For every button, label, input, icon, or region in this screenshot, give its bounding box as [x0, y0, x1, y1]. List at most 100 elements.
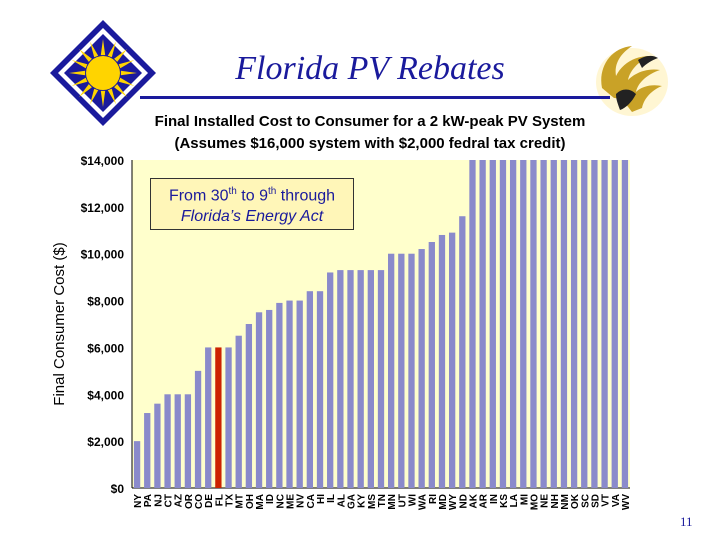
x-tick-label: MI [519, 494, 530, 505]
bar-chart: Final Installed Cost to Consumer for a 2… [51, 113, 632, 510]
x-tick-label: AZ [174, 494, 185, 507]
x-tick-label: CA [306, 494, 317, 508]
x-tick-label: TN [377, 494, 388, 507]
bar-wa [418, 249, 425, 488]
x-tick-label: NE [540, 494, 551, 508]
bar-pa [144, 413, 151, 488]
x-tick-label: MN [387, 494, 398, 510]
bar-ks [499, 160, 507, 488]
energy-act-callout: From 30th to 9th through Florida’s Energ… [150, 178, 354, 230]
x-tick-label: IN [489, 494, 500, 504]
y-tick-label: $4,000 [87, 388, 124, 402]
x-tick-label: WA [418, 494, 429, 510]
bar-ri [428, 242, 435, 488]
slide-title: Florida PV Rebates [235, 50, 505, 87]
sun-emblem-logo [50, 20, 156, 126]
x-tick-label: OR [184, 493, 195, 509]
bar-nv [296, 300, 303, 488]
x-tick-label: SD [590, 494, 601, 508]
bar-la [509, 160, 517, 488]
x-tick-label: LA [509, 494, 520, 507]
sun-ray [100, 39, 106, 56]
bar-vt [601, 160, 608, 488]
x-tick-label: NC [275, 494, 286, 508]
bar-ne [540, 160, 547, 488]
sun-ray [90, 88, 99, 105]
sun-ray [107, 41, 116, 58]
bar-wv [621, 160, 629, 488]
bar-md [438, 234, 446, 488]
bar-me [286, 300, 293, 488]
x-tick-label: GA [347, 494, 358, 509]
bars [133, 160, 629, 488]
bar-ny [133, 441, 141, 488]
y-tick-labels: $0 $2,000 $4,000 $6,000 $8,000 $10,000 $12,000… [81, 154, 125, 496]
bar-mt [235, 335, 242, 488]
x-tick-label: NM [560, 494, 571, 510]
bar-sd [591, 160, 598, 488]
x-tick-label: ME [286, 494, 297, 509]
callout-text-c: through [276, 187, 336, 205]
callout-line-2: Florida’s Energy Act [180, 208, 324, 226]
x-tick-label: KS [499, 494, 510, 508]
bar-nh [550, 160, 557, 488]
x-tick-label: OH [245, 494, 256, 509]
bar-wy [448, 232, 456, 488]
sun-ray [100, 90, 106, 107]
sun-ray [79, 49, 92, 62]
bar-or [184, 394, 192, 488]
x-tick-label: NJ [153, 494, 164, 507]
chart-subtitle: (Assumes $16,000 system with $2,000 fedr… [174, 135, 565, 152]
x-tick-label: WV [621, 494, 632, 510]
x-tick-label: FL [214, 494, 225, 506]
bar-ct [164, 394, 171, 488]
y-axis-label: Final Consumer Cost ($) [51, 242, 68, 405]
sun-ray [107, 88, 116, 105]
bar-de [205, 347, 212, 488]
callout-text-b: to 9 [236, 187, 268, 205]
sun-ray [69, 70, 86, 76]
bar-az [174, 394, 181, 488]
bar-tn [377, 270, 385, 488]
x-tick-label: IL [326, 494, 337, 503]
x-tick-label: OK [570, 493, 581, 509]
sun-ray [118, 77, 135, 86]
callout-sup-2: th [268, 186, 277, 197]
callout-sup-1: th [228, 186, 237, 197]
pegasus-emblem-logo [596, 46, 668, 116]
x-tick-label: TX [225, 494, 236, 507]
x-tick-label: ID [265, 494, 276, 504]
bar-ut [398, 253, 405, 488]
bar-mo [530, 160, 537, 488]
bar-nc [276, 302, 283, 488]
x-tick-label: HI [316, 494, 327, 504]
bar-nm [560, 160, 568, 488]
bar-ok [570, 160, 578, 488]
bar-nj [154, 403, 161, 488]
x-tick-labels: NY PA NJ CT AZ OR CO DE FL TX MT OH MA ID NC ME NV CA HI IL… [133, 493, 632, 510]
bar-sc [581, 160, 588, 488]
x-tick-label: MS [367, 494, 378, 509]
bar-al [337, 270, 344, 488]
bar-hi [316, 291, 324, 488]
bar-nd [459, 216, 466, 488]
sun-ray [90, 41, 99, 58]
x-tick-label: CO [194, 494, 205, 509]
x-tick-label: NY [133, 494, 144, 508]
bar-ky [357, 270, 364, 488]
chart-title: Final Installed Cost to Consumer for a 2… [155, 113, 586, 130]
y-tick-label: $0 [111, 482, 125, 496]
bar-ga [347, 270, 354, 488]
title-underline [140, 96, 610, 99]
sun-ray [71, 60, 88, 69]
sun-ray [114, 84, 127, 97]
x-tick-label: VA [611, 494, 622, 507]
bar-mi [520, 160, 527, 488]
callout-text-a: From 30 [168, 187, 229, 205]
x-tick-label: VT [601, 494, 612, 507]
y-tick-label: $10,000 [81, 248, 125, 262]
x-tick-label: CT [164, 494, 175, 507]
bar-fl [215, 347, 222, 488]
bar-wi [408, 253, 415, 488]
bar-oh [245, 324, 253, 488]
